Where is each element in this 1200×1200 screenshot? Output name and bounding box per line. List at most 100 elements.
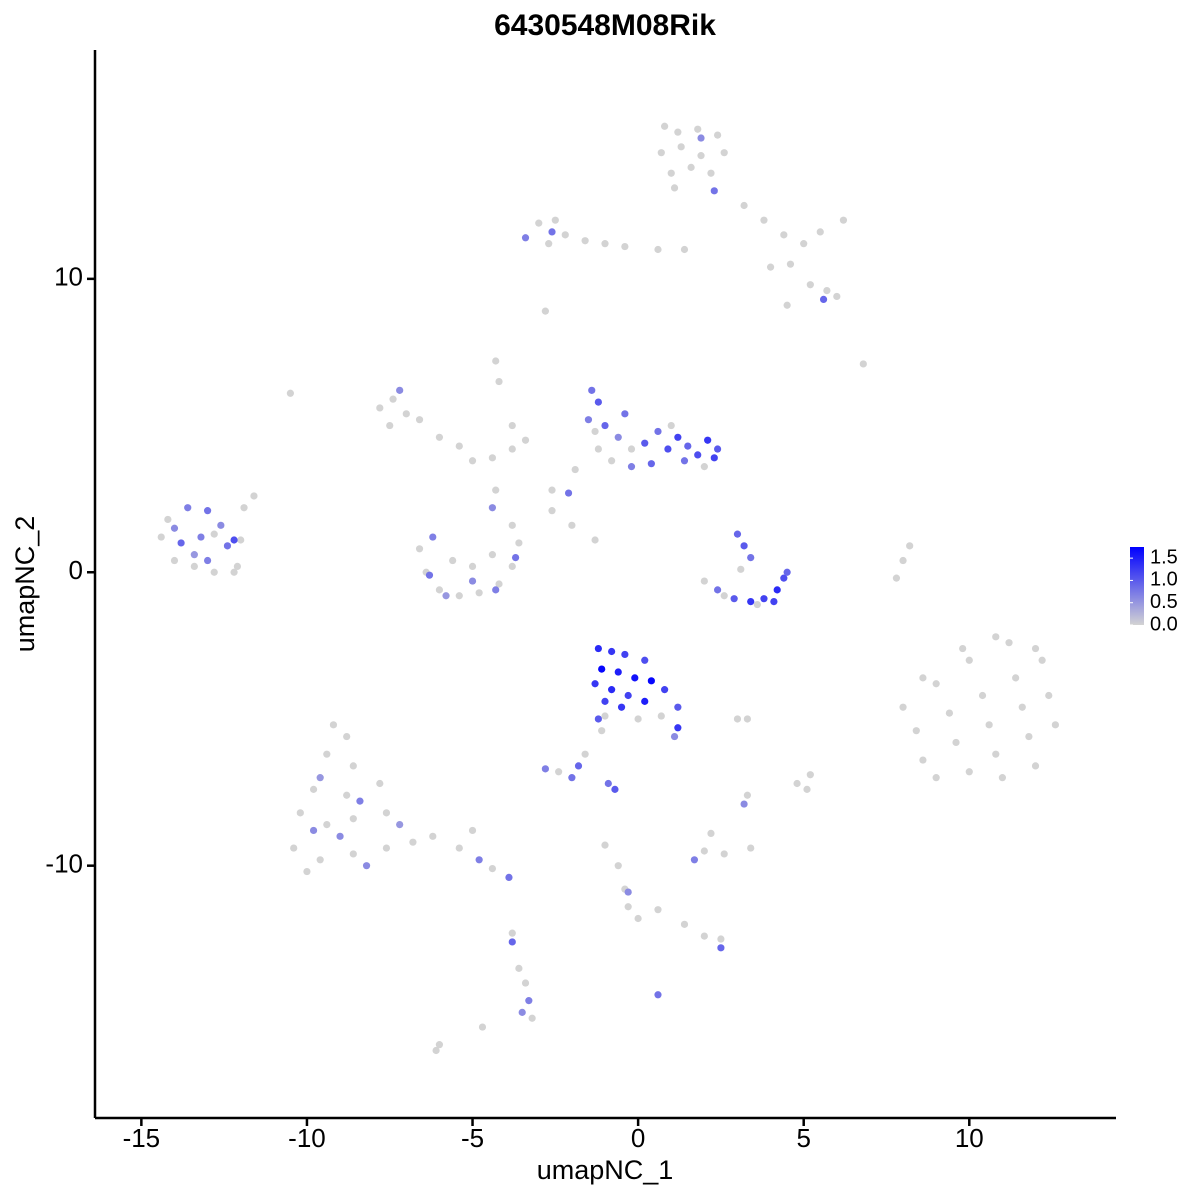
point <box>591 680 599 688</box>
point <box>508 521 516 529</box>
y-axis-title: umapNC_2 <box>10 516 40 653</box>
point <box>508 938 516 946</box>
point <box>515 964 523 972</box>
point <box>773 586 781 594</box>
point <box>1005 639 1013 647</box>
point <box>945 709 954 717</box>
point <box>429 533 437 541</box>
y-tick-label: 0 <box>69 555 83 585</box>
point <box>786 260 795 268</box>
point <box>568 521 576 529</box>
point <box>700 847 708 855</box>
point <box>713 586 722 594</box>
point <box>687 163 695 171</box>
point <box>978 691 987 700</box>
point <box>349 850 357 858</box>
point <box>425 571 434 579</box>
point <box>475 589 483 597</box>
point <box>594 445 602 453</box>
point <box>674 433 682 441</box>
point <box>203 556 212 565</box>
point <box>647 460 655 468</box>
point <box>624 691 632 700</box>
point <box>435 433 444 441</box>
point <box>525 997 533 1005</box>
point <box>770 598 778 606</box>
point <box>670 732 679 741</box>
x-tick-label: 5 <box>796 1123 810 1153</box>
point <box>435 586 444 594</box>
point <box>323 820 331 829</box>
point <box>157 533 165 541</box>
point <box>614 862 622 870</box>
point <box>478 1023 487 1031</box>
point <box>634 715 642 723</box>
point <box>435 1041 444 1049</box>
point <box>382 844 391 852</box>
point <box>415 416 424 424</box>
point <box>631 674 639 682</box>
point <box>468 577 477 585</box>
point <box>581 237 589 245</box>
point <box>710 187 718 195</box>
point <box>1045 691 1053 700</box>
point <box>309 785 318 793</box>
point <box>521 979 530 987</box>
point <box>508 445 516 453</box>
point <box>468 562 477 570</box>
x-tick-label: 10 <box>955 1123 984 1153</box>
point <box>356 797 364 805</box>
point <box>740 800 748 808</box>
point <box>217 521 225 529</box>
point <box>508 929 516 937</box>
point <box>919 756 927 764</box>
point <box>548 228 556 236</box>
point <box>677 143 685 151</box>
point <box>641 656 649 664</box>
point <box>1038 656 1046 664</box>
point <box>800 240 808 248</box>
point <box>657 712 665 720</box>
point <box>899 703 907 711</box>
point <box>700 932 708 940</box>
point <box>190 562 198 570</box>
point <box>415 545 424 553</box>
point <box>1025 732 1033 741</box>
point <box>396 820 404 829</box>
point <box>492 357 500 365</box>
point <box>783 301 791 309</box>
point <box>780 231 788 239</box>
point <box>402 410 410 418</box>
point <box>803 785 811 793</box>
point <box>704 436 712 444</box>
point <box>806 771 814 779</box>
point <box>508 562 516 570</box>
y-tick-label: -10 <box>45 849 83 879</box>
point <box>548 486 556 494</box>
point <box>316 856 324 864</box>
point <box>230 568 238 576</box>
point <box>598 727 606 735</box>
point <box>713 131 722 139</box>
x-axis-title: umapNC_1 <box>537 1155 674 1185</box>
point <box>564 489 573 497</box>
point <box>574 762 583 770</box>
point <box>654 427 662 436</box>
point <box>190 551 198 559</box>
point <box>674 128 682 136</box>
point <box>382 809 391 817</box>
point <box>783 568 791 576</box>
point <box>674 724 682 732</box>
point <box>290 844 298 852</box>
point <box>733 715 742 723</box>
point <box>495 580 503 588</box>
point <box>591 427 599 436</box>
point <box>584 416 593 424</box>
point <box>164 515 172 524</box>
point <box>657 149 665 157</box>
point <box>581 750 589 758</box>
point <box>601 697 609 705</box>
point <box>661 122 669 130</box>
point <box>594 715 602 723</box>
